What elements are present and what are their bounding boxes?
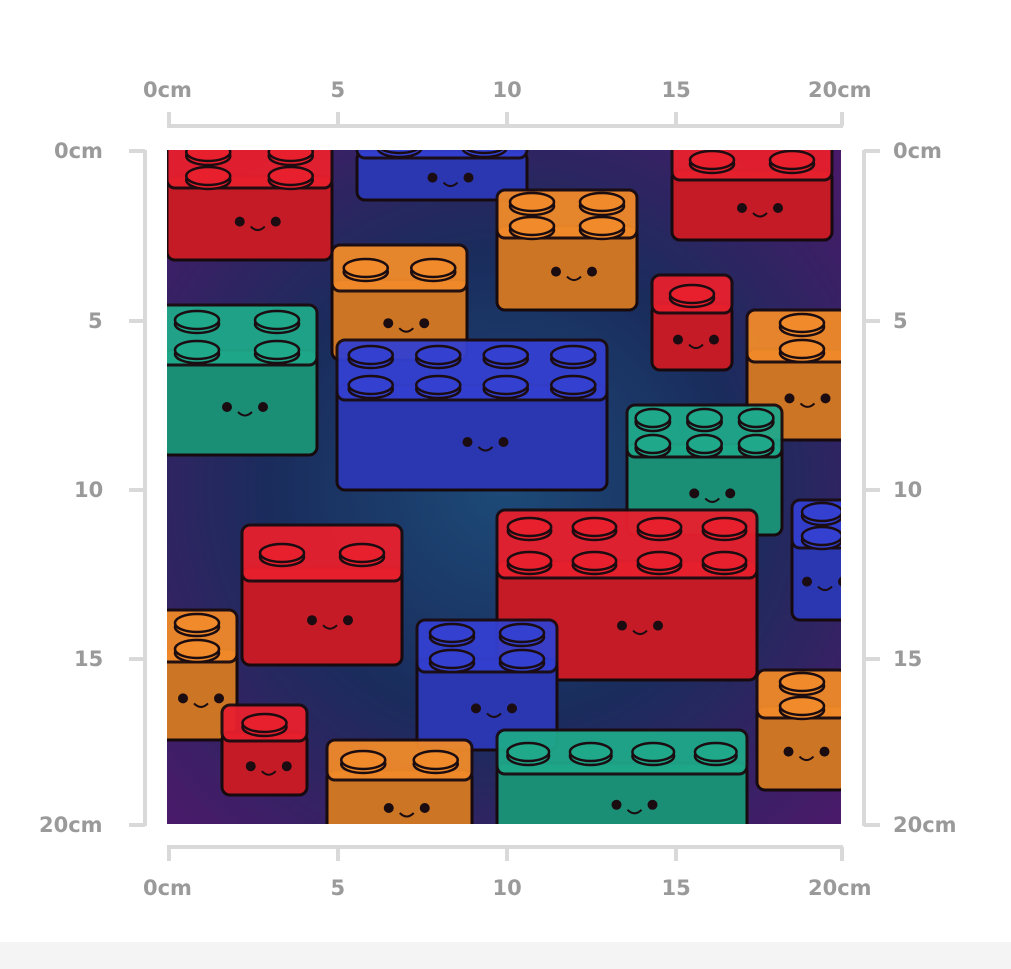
- red-brick: [670, 150, 834, 242]
- red-brick: [220, 703, 309, 797]
- top-ruler-tick: [167, 112, 171, 126]
- right-ruler-label: 20cm: [893, 813, 957, 837]
- orange-brick: [495, 188, 639, 312]
- right-ruler-label: 0cm: [893, 139, 942, 163]
- bottom-ruler-label: 10: [492, 876, 522, 900]
- left-ruler-tick: [129, 488, 145, 492]
- top-ruler-label: 10: [492, 78, 522, 102]
- bottom-ruler-label: 0cm: [143, 876, 192, 900]
- right-ruler-tick: [864, 319, 880, 323]
- left-ruler-tick: [129, 657, 145, 661]
- blue-brick: [790, 498, 841, 622]
- bottom-ruler-tick: [336, 847, 340, 861]
- left-ruler-label: 20cm: [39, 813, 103, 837]
- left-ruler-line: [143, 150, 147, 826]
- orange-brick: [167, 608, 239, 742]
- top-ruler-tick: [336, 112, 340, 126]
- orange-brick: [325, 738, 474, 824]
- red-brick: [240, 523, 404, 667]
- top-ruler-line: [167, 124, 843, 128]
- right-ruler-label: 15: [893, 647, 923, 671]
- right-ruler-tick: [864, 488, 880, 492]
- bottom-ruler-label: 20cm: [808, 876, 872, 900]
- right-ruler-label: 10: [893, 478, 923, 502]
- red-brick: [650, 273, 734, 372]
- bottom-ruler-tick: [840, 847, 844, 861]
- top-ruler-label: 0cm: [143, 78, 192, 102]
- blue-brick: [415, 618, 559, 752]
- top-ruler-label: 20cm: [808, 78, 872, 102]
- top-ruler-label: 15: [661, 78, 691, 102]
- blue-brick: [355, 150, 529, 202]
- bottom-ruler-label: 15: [661, 876, 691, 900]
- top-ruler-tick: [840, 112, 844, 126]
- left-ruler-tick: [129, 823, 145, 827]
- top-ruler-tick: [674, 112, 678, 126]
- fabric-pattern-preview: [167, 150, 841, 824]
- left-ruler-label: 5: [88, 309, 103, 333]
- bottom-ruler-label: 5: [330, 876, 346, 900]
- right-ruler-tick: [864, 823, 880, 827]
- orange-brick: [755, 668, 841, 792]
- left-ruler-tick: [129, 319, 145, 323]
- left-ruler-tick: [129, 149, 145, 153]
- blue-brick: [335, 338, 609, 492]
- right-ruler-label: 5: [893, 309, 908, 333]
- bottom-ruler-tick: [505, 847, 509, 861]
- bottom-ruler-tick: [674, 847, 678, 861]
- footer-strip: [0, 942, 1011, 969]
- top-ruler-tick: [505, 112, 509, 126]
- right-ruler-tick: [864, 657, 880, 661]
- top-ruler-label: 5: [330, 78, 346, 102]
- right-ruler-tick: [864, 149, 880, 153]
- green-brick: [167, 303, 319, 457]
- left-ruler-label: 15: [74, 647, 104, 671]
- bottom-ruler-tick: [167, 847, 171, 861]
- left-ruler-label: 10: [74, 478, 104, 502]
- green-brick: [495, 728, 749, 824]
- red-brick: [167, 150, 334, 262]
- orange-brick: [330, 243, 469, 362]
- left-ruler-label: 0cm: [54, 139, 103, 163]
